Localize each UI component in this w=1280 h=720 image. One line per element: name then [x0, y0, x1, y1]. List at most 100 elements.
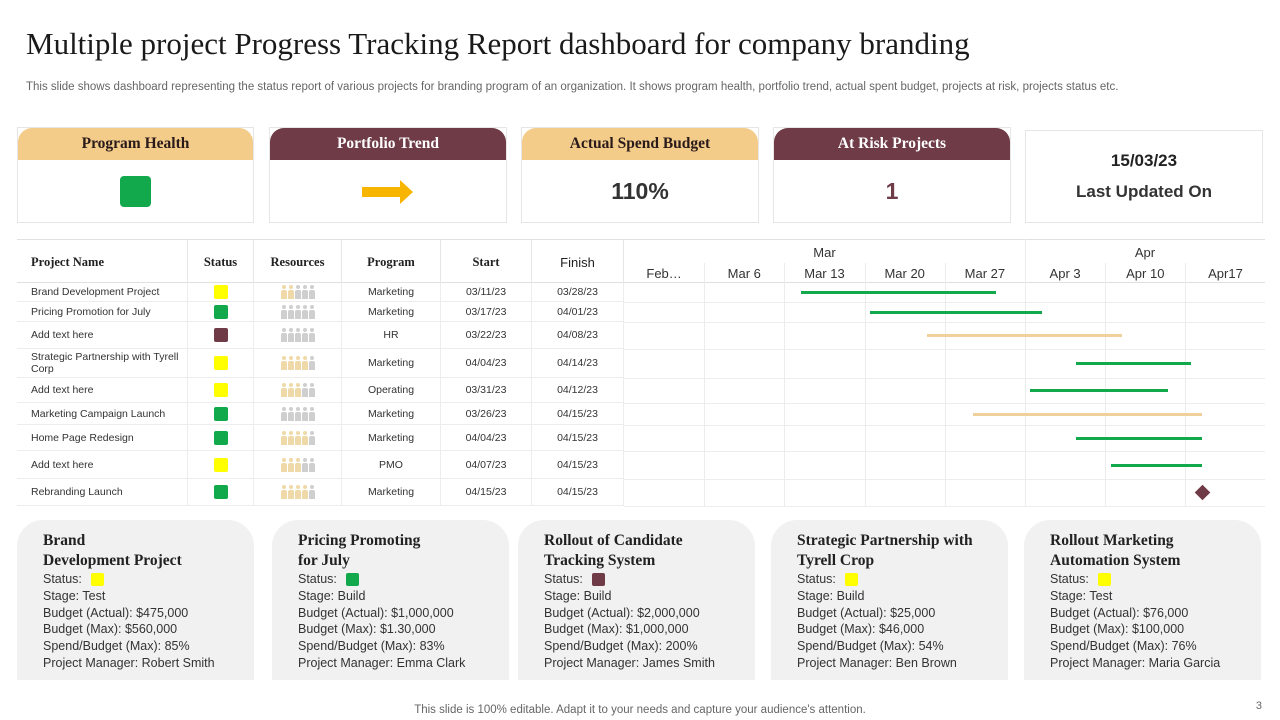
program-cell: Marketing: [342, 302, 441, 321]
resources-cell: [254, 283, 342, 301]
status-cell: [188, 451, 254, 478]
resources-cell: [254, 425, 342, 450]
resources-people-icon: [280, 285, 315, 299]
kpi-label: Actual Spend Budget: [522, 128, 758, 160]
program-cell: Marketing: [342, 283, 441, 301]
gantt-chart: Mar Apr Feb… Mar 6 Mar 13 Mar 20 Mar 27 Apr 3…: [624, 239, 1265, 507]
start-date-cell: 04/04/23: [441, 425, 532, 450]
project-name-cell: Add text here: [17, 378, 188, 402]
project-name-cell: Pricing Promotion for July: [17, 302, 188, 321]
gantt-bar: [870, 310, 1042, 314]
status-cell: [188, 479, 254, 505]
card-budget-actual: Budget (Actual): $1,000,000: [298, 605, 454, 620]
table-row: Add text here PMO 04/07/23 04/15/23: [17, 451, 624, 479]
gantt-week-label: Apr 10: [1126, 265, 1165, 281]
gantt-bar: [973, 412, 1203, 416]
start-date-cell: 03/11/23: [441, 283, 532, 301]
card-status-label: Status:: [544, 572, 583, 586]
finish-date-cell: 04/15/23: [532, 425, 624, 450]
footer-note: This slide is 100% editable. Adapt it to…: [414, 704, 866, 716]
status-cell: [188, 425, 254, 450]
card-project-manager: Project Manager: Robert Smith: [43, 655, 215, 670]
resources-people-icon: [280, 356, 315, 370]
card-budget-actual: Budget (Actual): $76,000: [1050, 605, 1189, 620]
gantt-month-row: Mar Apr: [624, 239, 1265, 263]
header-program: Program: [342, 240, 441, 284]
gantt-gridline: [784, 263, 785, 507]
card-budget-max: Budget (Max): $560,000: [43, 622, 178, 637]
card-budget-actual: Budget (Actual): $25,000: [797, 605, 936, 620]
card-spend-ratio: Spend/Budget (Max): 83%: [298, 639, 445, 654]
program-cell: Marketing: [342, 349, 441, 377]
table-header: Project Name Status Resources Program St…: [17, 239, 624, 284]
status-square-icon: [213, 383, 228, 397]
gantt-bar: [1076, 436, 1203, 440]
gantt-row-divider: [624, 322, 1265, 323]
resources-cell: [254, 403, 342, 424]
resources-people-icon: [280, 457, 315, 472]
project-table: Project Name Status Resources Program St…: [17, 239, 624, 506]
status-cell: [188, 349, 254, 377]
gantt-gridline: [1185, 263, 1186, 507]
status-square-icon: [844, 572, 858, 586]
gantt-week-label: Apr 3: [1049, 265, 1081, 281]
resources-cell: [254, 302, 342, 321]
card-project-manager: Project Manager: Emma Clark: [298, 655, 466, 670]
start-date-cell: 04/07/23: [441, 451, 532, 478]
card-status-line: Status:: [298, 571, 509, 588]
project-summary-card: Rollout Marketing Automation System Statu…: [1024, 520, 1261, 680]
gantt-bar: [1030, 389, 1168, 392]
kpi-label: At Risk Projects: [774, 128, 1010, 160]
card-status-label: Status:: [298, 572, 337, 586]
table-row: Add text here Operating 03/31/23 04/12/23: [17, 378, 624, 403]
project-name-cell: Marketing Campaign Launch: [17, 403, 188, 424]
gantt-bar: [801, 291, 997, 294]
page-title: Multiple project Progress Tracking Repor…: [26, 26, 970, 61]
table-row: Rebranding Launch Marketing 04/15/23 04/15/…: [17, 479, 624, 506]
card-stage: Stage: Build: [298, 588, 366, 603]
project-summary-card: Brand Development Project Status: Stage: T…: [17, 520, 254, 680]
resources-people-icon: [280, 485, 315, 499]
status-square-icon: [213, 457, 228, 472]
gantt-bar: [1110, 463, 1203, 467]
card-spend-ratio: Spend/Budget (Max): 54%: [797, 639, 944, 654]
gantt-week-row: Feb… Mar 6 Mar 13 Mar 20 Mar 27 Apr 3 Apr 10 Ap…: [624, 263, 1265, 283]
resources-cell: [254, 479, 342, 505]
status-square-icon: [213, 430, 228, 445]
kpi-portfolio-trend: Portfolio Trend: [269, 127, 507, 223]
start-date-cell: 03/22/23: [441, 322, 532, 348]
card-project-manager: Project Manager: Ben Brown: [797, 655, 957, 670]
gantt-bar: [1076, 362, 1191, 365]
status-cell: [188, 322, 254, 348]
kpi-label: Program Health: [18, 128, 253, 160]
status-square-icon: [90, 572, 104, 586]
gantt-week-label: Mar 27: [964, 265, 1006, 281]
status-cell: [188, 378, 254, 402]
resources-people-icon: [280, 430, 315, 445]
last-updated-label: Last Updated On: [1075, 182, 1212, 201]
status-square-icon: [213, 328, 228, 342]
kpi-label: Portfolio Trend: [270, 128, 506, 160]
card-budget-max: Budget (Max): $46,000: [797, 622, 925, 637]
gantt-row-divider: [624, 302, 1265, 303]
gantt-bar: [927, 334, 1123, 337]
status-square-icon: [213, 356, 228, 370]
start-date-cell: 04/15/23: [441, 479, 532, 505]
header-resources: Resources: [254, 240, 342, 284]
program-cell: Marketing: [342, 479, 441, 505]
finish-date-cell: 04/15/23: [532, 451, 624, 478]
finish-date-cell: 04/15/23: [532, 479, 624, 505]
kpi-value: 110%: [611, 178, 669, 204]
page-subtitle: This slide shows dashboard representing …: [26, 81, 1119, 93]
finish-date-cell: 03/28/23: [532, 283, 624, 301]
start-date-cell: 03/26/23: [441, 403, 532, 424]
card-budget-actual: Budget (Actual): $2,000,000: [544, 605, 700, 620]
program-cell: Marketing: [342, 425, 441, 450]
gantt-gridline: [1025, 239, 1026, 507]
table-row: Add text here HR 03/22/23 04/08/23: [17, 322, 624, 349]
card-spend-ratio: Spend/Budget (Max): 85%: [43, 639, 190, 654]
card-spend-ratio: Spend/Budget (Max): 200%: [544, 639, 698, 654]
card-stage: Stage: Test: [1050, 588, 1113, 603]
gantt-row-divider: [624, 479, 1265, 480]
finish-date-cell: 04/15/23: [532, 403, 624, 424]
